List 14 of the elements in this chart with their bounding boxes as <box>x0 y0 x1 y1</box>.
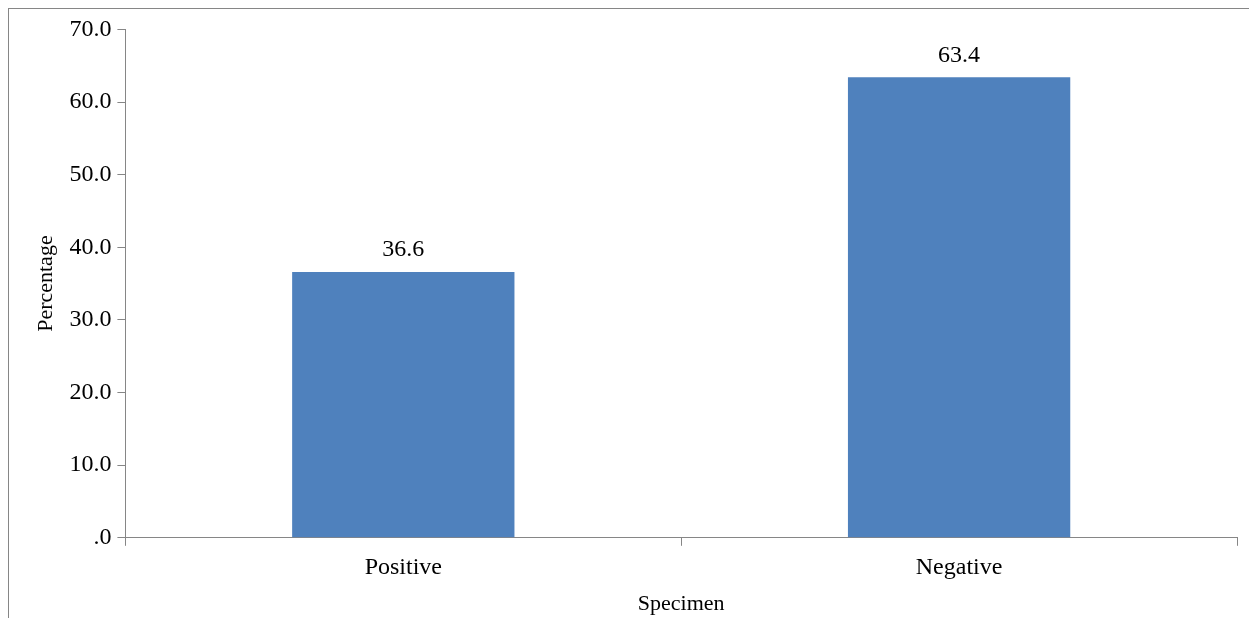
y-tick-label: 50.0 <box>69 159 112 186</box>
x-tick-label: Negative <box>915 553 1003 580</box>
y-tick-label: 60.0 <box>69 87 112 114</box>
y-tick-label: 10.0 <box>69 450 112 477</box>
y-tick-label: 70.0 <box>69 14 112 41</box>
x-axis-title: Specimen <box>637 589 725 615</box>
y-tick-label: .0 <box>93 523 112 550</box>
x-tick-label: Positive <box>364 553 442 580</box>
data-label: 63.4 <box>938 40 981 67</box>
y-tick-label: 40.0 <box>69 232 112 259</box>
y-tick-label: 30.0 <box>69 305 112 332</box>
data-label: 36.6 <box>382 235 425 262</box>
y-axis-title: Percentage <box>31 235 57 332</box>
y-tick-label: 20.0 <box>69 377 112 404</box>
